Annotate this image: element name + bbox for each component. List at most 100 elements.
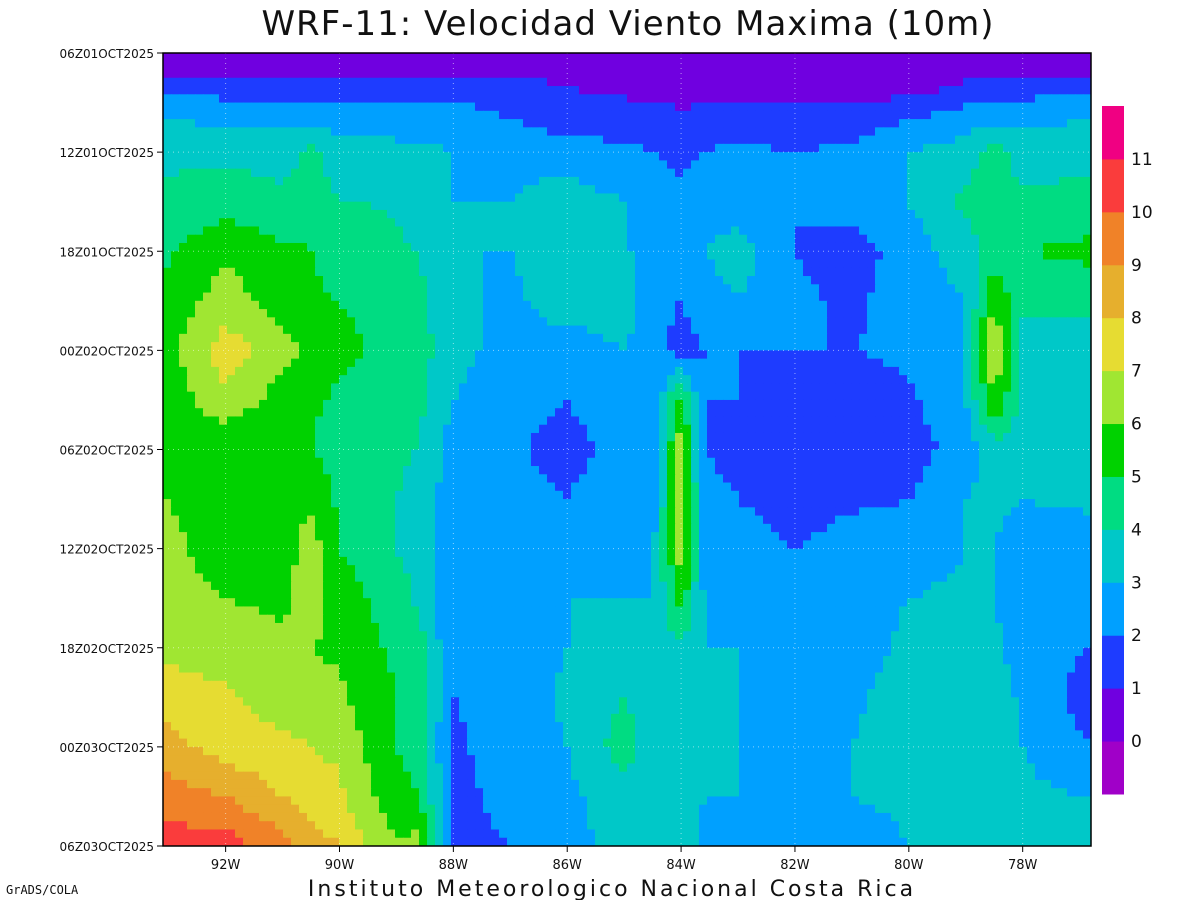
- heatmap-cell: [867, 317, 876, 327]
- heatmap-cell: [467, 152, 476, 161]
- heatmap-cell: [243, 358, 252, 368]
- heatmap-cell: [1051, 383, 1060, 393]
- heatmap-cell: [963, 201, 972, 211]
- heatmap-cell: [459, 325, 468, 335]
- heatmap-cell: [523, 160, 532, 170]
- heatmap-cell: [971, 127, 980, 137]
- heatmap-cell: [283, 160, 292, 170]
- heatmap-cell: [1067, 309, 1076, 318]
- heatmap-cell: [611, 127, 620, 137]
- heatmap-cell: [459, 61, 468, 71]
- heatmap-cell: [803, 135, 812, 145]
- heatmap-cell: [1035, 366, 1044, 376]
- heatmap-cell: [979, 325, 988, 335]
- heatmap-cell: [899, 300, 908, 310]
- heatmap-cell: [299, 358, 308, 368]
- heatmap-cell: [707, 176, 716, 186]
- heatmap-cell: [931, 325, 940, 335]
- heatmap-cell: [403, 284, 412, 294]
- heatmap-cell: [979, 276, 988, 285]
- heatmap-cell: [435, 209, 444, 219]
- heatmap-cell: [1011, 375, 1020, 385]
- heatmap-cell: [891, 267, 900, 277]
- heatmap-cell: [555, 168, 564, 178]
- heatmap-cell: [955, 358, 964, 368]
- heatmap-cell: [171, 185, 180, 195]
- heatmap-cell: [235, 69, 244, 79]
- heatmap-cell: [811, 242, 820, 252]
- heatmap-cell: [571, 234, 580, 244]
- heatmap-cell: [451, 53, 460, 62]
- heatmap-cell: [539, 259, 548, 269]
- heatmap-cell: [987, 383, 996, 393]
- heatmap-cell: [579, 251, 588, 261]
- heatmap-cell: [811, 399, 820, 409]
- heatmap-cell: [419, 399, 428, 409]
- heatmap-cell: [203, 94, 212, 104]
- heatmap-cell: [523, 300, 532, 310]
- heatmap-cell: [691, 69, 700, 79]
- heatmap-cell: [331, 251, 340, 261]
- heatmap-cell: [979, 300, 988, 310]
- heatmap-cell: [683, 350, 692, 360]
- heatmap-cell: [683, 135, 692, 145]
- heatmap-cell: [795, 284, 804, 294]
- heatmap-cell: [827, 218, 836, 228]
- heatmap-cell: [787, 342, 796, 351]
- heatmap-cell: [211, 218, 220, 228]
- heatmap-cell: [171, 284, 180, 294]
- heatmap-cell: [1075, 358, 1084, 368]
- heatmap-cell: [355, 201, 364, 211]
- heatmap-cell: [923, 350, 932, 360]
- heatmap-cell: [443, 209, 452, 219]
- heatmap-cell: [1083, 102, 1091, 112]
- heatmap-cell: [835, 201, 844, 211]
- heatmap-cell: [219, 143, 228, 153]
- heatmap-cell: [867, 242, 876, 252]
- heatmap-cell: [611, 176, 620, 186]
- heatmap-cell: [779, 209, 788, 219]
- heatmap-cell: [747, 135, 756, 145]
- heatmap-cell: [627, 284, 636, 294]
- heatmap-cell: [835, 292, 844, 302]
- heatmap-cell: [275, 391, 284, 401]
- heatmap-cell: [1043, 77, 1052, 87]
- heatmap-cell: [1059, 350, 1068, 360]
- heatmap-cell: [1035, 375, 1044, 385]
- heatmap-cell: [995, 292, 1004, 302]
- heatmap-cell: [707, 53, 716, 62]
- heatmap-cell: [851, 127, 860, 137]
- heatmap-cell: [315, 127, 324, 137]
- heatmap-cell: [1043, 218, 1052, 228]
- heatmap-cell: [379, 375, 388, 385]
- heatmap-cell: [451, 391, 460, 401]
- heatmap-cell: [499, 86, 508, 95]
- heatmap-cell: [787, 119, 796, 128]
- heatmap-cell: [307, 226, 316, 236]
- heatmap-cell: [499, 366, 508, 376]
- heatmap-cell: [667, 185, 676, 195]
- heatmap-cell: [843, 209, 852, 219]
- heatmap-cell: [883, 160, 892, 170]
- heatmap-cell: [1067, 366, 1076, 376]
- heatmap-cell: [883, 383, 892, 393]
- heatmap-cell: [203, 86, 212, 95]
- heatmap-cell: [1019, 309, 1028, 318]
- heatmap-cell: [283, 119, 292, 128]
- heatmap-cell: [443, 152, 452, 161]
- heatmap-cell: [195, 143, 204, 153]
- heatmap-cell: [971, 218, 980, 228]
- heatmap-cell: [603, 86, 612, 95]
- heatmap-cell: [699, 317, 708, 327]
- heatmap-cell: [955, 383, 964, 393]
- heatmap-cell: [275, 251, 284, 261]
- heatmap-cell: [667, 267, 676, 277]
- heatmap-cell: [1035, 342, 1044, 351]
- heatmap-cell: [1075, 61, 1084, 71]
- heatmap-cell: [251, 375, 260, 385]
- heatmap-cell: [755, 176, 764, 186]
- heatmap-cell: [787, 366, 796, 376]
- heatmap-cell: [843, 309, 852, 318]
- heatmap-cell: [691, 375, 700, 385]
- heatmap-cell: [795, 267, 804, 277]
